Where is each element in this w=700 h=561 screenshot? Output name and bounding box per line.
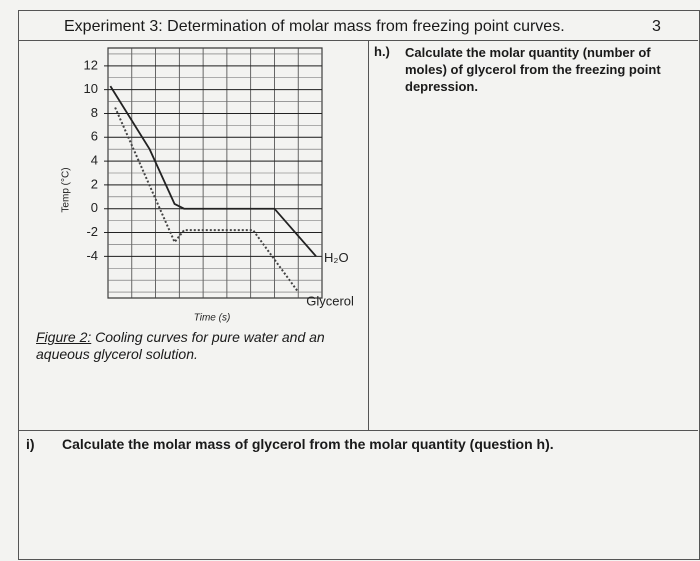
figure-label: Figure 2: xyxy=(36,329,92,345)
y-tick-label: -4 xyxy=(86,248,98,263)
series-label: Glycerol xyxy=(306,293,354,308)
question-text: Calculate the molar mass of glycerol fro… xyxy=(62,436,554,452)
y-tick-label: 10 xyxy=(84,81,98,96)
series-line xyxy=(114,107,300,293)
row-line xyxy=(18,40,698,41)
col-line xyxy=(368,40,369,430)
y-tick-label: 0 xyxy=(91,200,98,215)
question-text: Calculate the molar quantity (number of … xyxy=(405,45,661,94)
figure-caption: Figure 2: Cooling curves for pure water … xyxy=(36,329,371,363)
series-label: H₂O xyxy=(324,250,349,265)
caption-text: Cooling curves for pure water and an aqu… xyxy=(36,329,325,362)
y-tick-label: 6 xyxy=(91,129,98,144)
y-tick-label: 2 xyxy=(91,176,98,191)
question-number: i) xyxy=(26,436,35,452)
x-axis-label: Time (s) xyxy=(194,313,231,324)
points: 3 xyxy=(652,18,661,35)
y-axis-label: Temp (°C) xyxy=(61,167,72,212)
y-tick-label: -2 xyxy=(86,224,98,239)
series-line xyxy=(109,85,317,257)
y-tick-label: 4 xyxy=(91,153,98,168)
y-tick-label: 12 xyxy=(84,57,98,72)
question-number: h.) xyxy=(374,44,390,59)
row-line xyxy=(18,430,698,431)
chart: Temp (°C) Time (s) 12 10 8 6 4 2 0 -2 -4 H₂O Glyce… xyxy=(61,47,354,324)
title: Experiment 3: Determination of molar mas… xyxy=(64,18,565,35)
y-tick-label: 8 xyxy=(91,105,98,120)
